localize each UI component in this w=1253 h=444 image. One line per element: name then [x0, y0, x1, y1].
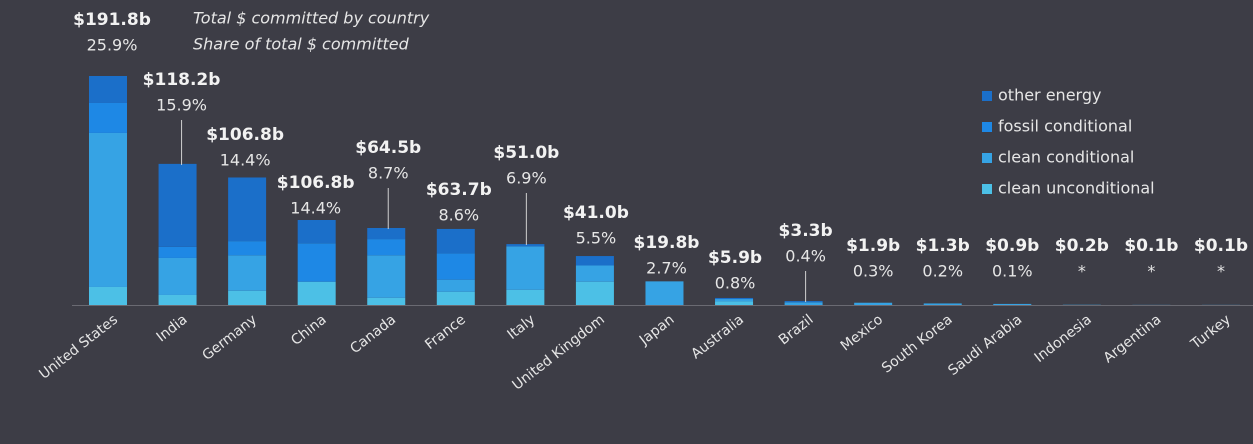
bar-segment [506, 289, 545, 305]
bar-segment [367, 239, 406, 256]
legend-label: other energy [998, 86, 1101, 105]
total-label: $3.3b [779, 221, 833, 241]
share-label: * [1217, 262, 1225, 281]
total-label: $5.9b [708, 248, 762, 268]
share-label: 14.4% [290, 199, 341, 218]
share-label: 0.4% [785, 247, 826, 266]
bar-segment [158, 257, 197, 295]
bar-segment [367, 297, 406, 305]
bar-segment [228, 241, 267, 256]
total-label: $0.2b [1055, 236, 1109, 256]
share-label: 2.7% [646, 259, 687, 278]
bar-segment [158, 163, 197, 247]
share-label: 6.9% [506, 169, 547, 188]
total-label: $0.1b [1194, 236, 1248, 256]
bar-segment [645, 281, 684, 305]
total-label: $191.8b [73, 10, 151, 30]
chart-subtitle: Share of total $ committed [193, 35, 410, 54]
bar-segment [436, 228, 475, 254]
bar-segment [784, 301, 823, 303]
bar-segment [158, 246, 197, 258]
bar-segment [715, 301, 754, 305]
share-label: 0.8% [715, 274, 756, 293]
total-label: $19.8b [634, 233, 700, 253]
share-label: 14.4% [220, 151, 271, 170]
legend-label: clean unconditional [998, 179, 1155, 198]
bar-segment [89, 102, 127, 133]
bar-segment [228, 290, 267, 305]
total-label: $106.8b [277, 173, 355, 193]
bar-segment [89, 132, 127, 287]
legend-swatch [982, 91, 992, 101]
bar-segment [784, 302, 823, 305]
share-label: 0.2% [922, 262, 963, 281]
total-label: $0.9b [985, 236, 1039, 256]
bar-segment [228, 255, 267, 291]
share-label: 25.9% [87, 36, 138, 55]
total-label: $106.8b [206, 125, 284, 145]
bar-segment [297, 219, 336, 244]
bar-segment [436, 279, 475, 292]
bar-segment [228, 177, 267, 242]
bar-segment [89, 76, 127, 103]
bar-segment [575, 256, 614, 266]
legend-label: fossil conditional [998, 117, 1132, 136]
bar-segment [367, 227, 406, 240]
bar-segment [575, 265, 614, 282]
chart-title: Total $ committed by country [193, 9, 430, 28]
bar-segment [436, 291, 475, 305]
bar-segment [506, 246, 545, 290]
share-label: 15.9% [156, 96, 207, 115]
bar-segment [367, 255, 406, 298]
total-label: $51.0b [493, 143, 559, 163]
bar-segment [297, 281, 336, 305]
bar-segment [89, 286, 127, 305]
share-label: * [1147, 262, 1155, 281]
total-label: $64.5b [355, 138, 421, 158]
bar-segment [923, 303, 962, 305]
legend-swatch [982, 153, 992, 163]
share-label: 0.3% [853, 262, 894, 281]
bar-segment [993, 303, 1032, 305]
share-label: 8.7% [368, 164, 409, 183]
bar-segment [854, 302, 893, 305]
total-label: $63.7b [426, 180, 492, 200]
share-label: 5.5% [576, 229, 617, 248]
bar-segment [506, 244, 545, 247]
total-label: $118.2b [143, 70, 221, 90]
total-label: $41.0b [563, 203, 629, 223]
bar-segment [158, 294, 197, 305]
share-label: 0.1% [992, 262, 1033, 281]
total-label: $1.3b [916, 236, 970, 256]
bar-segment [715, 297, 754, 300]
total-label: $0.1b [1124, 236, 1178, 256]
legend-label: clean conditional [998, 148, 1134, 167]
bar-segment [575, 281, 614, 305]
share-label: * [1078, 262, 1086, 281]
share-label: 8.6% [438, 206, 479, 225]
bar-segment [436, 253, 475, 280]
bar-segment [715, 299, 754, 302]
bar-segment [297, 243, 336, 282]
total-label: $1.9b [846, 236, 900, 256]
legend-swatch [982, 122, 992, 132]
legend-swatch [982, 184, 992, 194]
